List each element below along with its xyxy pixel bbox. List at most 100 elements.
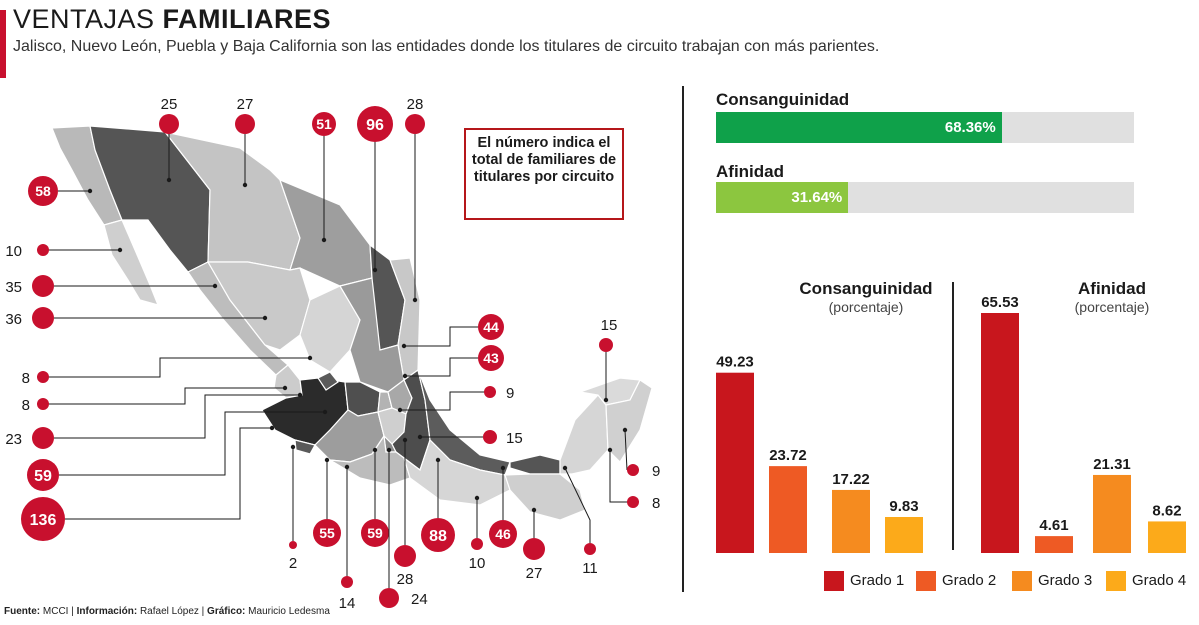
marker-leader-line [624,429,628,471]
marker-value: 15 [506,430,523,447]
marker-circle [21,497,65,541]
marker-circle [379,588,399,608]
bar-label-afinidad-grado-2: 4.61 [1039,517,1068,534]
marker-anchor-dot [242,182,248,188]
vertical-divider [682,86,684,592]
marker-anchor-dot [562,465,568,471]
title-accent-bar [0,10,6,78]
bar-label-consanguinidad-grado-3: 17.22 [832,471,870,488]
marker-value: 46 [495,526,511,542]
share-fill-consanguinidad: 68.36% [716,112,1002,143]
marker-circle [405,114,425,134]
marker-anchor-dot [401,343,407,349]
bar-label-afinidad-grado-4: 8.62 [1152,502,1181,519]
marker-leader-line [49,387,285,405]
source-credits: Fuente: MCCI | Información: Rafael López… [4,606,330,617]
marker-circle [484,386,496,398]
state-campeche [559,394,609,475]
page-subtitle: Jalisco, Nuevo León, Puebla y Baja Calif… [13,38,880,55]
marker-value: 25 [161,96,178,113]
marker-value: 27 [526,565,543,582]
marker-value: 10 [5,243,22,260]
marker-value: 55 [319,525,335,541]
marker-circle [584,543,596,555]
legend-swatch-grado-1 [824,571,844,591]
state-aguascalientes [317,371,339,391]
marker-circle [627,464,639,476]
marker-anchor-dot [290,444,296,450]
marker-value: 23 [5,431,22,448]
marker-value: 35 [5,279,22,296]
marker-value: 24 [411,591,428,608]
marker-circle [289,541,297,549]
share-fill-afinidad: 31.64% [716,182,849,213]
state-baja-california-sur [103,219,160,306]
marker-value: 27 [237,96,254,113]
marker-leader-line [609,450,627,503]
marker-circle [394,545,416,567]
marker-circle [627,496,639,508]
marker-anchor-dot [397,407,403,413]
marker-circle [421,518,455,552]
legend-label-grado-4: Grado 4 [1132,572,1187,589]
state-guerrero [329,434,411,486]
marker-circle [489,520,517,548]
marker-leader-line [405,357,478,377]
marker-value: 9 [506,385,514,402]
marker-anchor-dot [321,237,327,243]
marker-leader-line [54,394,300,439]
group-subtitle-consanguinidad: (porcentaje) [828,299,904,315]
marker-circle [32,307,54,329]
marker-leader-line [49,357,310,378]
marker-value: 8 [22,397,30,414]
bar-consanguinidad-grado-3 [832,489,870,553]
marker-anchor-dot [417,434,423,440]
marker-value: 10 [469,555,486,572]
marker-value: 58 [35,183,51,199]
bar-afinidad-grado-2 [1035,536,1073,553]
title-light: VENTAJAS [13,4,155,34]
marker-circle [523,538,545,560]
bar-consanguinidad-grado-1 [716,372,754,553]
marker-anchor-dot [344,464,350,470]
legend-label-grado-3: Grado 3 [1038,572,1093,589]
mexico-map: 25 27 51 96 28 58 10 35 36 8 8 23 59 136 2 55 14 59 28 24 88… [0,80,700,612]
marker-anchor-dot [324,457,330,463]
marker-circle [32,275,54,297]
marker-value: 14 [339,595,356,610]
marker-circle [32,427,54,449]
marker-value: 51 [316,116,332,132]
marker-anchor-dot [322,409,328,415]
legend-swatch-grado-3 [1012,571,1032,591]
marker-anchor-dot [531,507,537,513]
group-subtitle-afinidad: (porcentaje) [1074,299,1150,315]
legend-label-grado-2: Grado 2 [942,572,997,589]
source-grafico-label: Gráfico: [207,606,246,617]
marker-circle [471,538,483,550]
marker-anchor-dot [402,373,408,379]
marker-value: 28 [397,571,414,588]
bar-consanguinidad-grado-4 [885,516,923,553]
state-chiapas [504,473,586,521]
bar-afinidad-grado-1 [981,313,1019,553]
marker-anchor-dot [402,437,408,443]
marker-anchor-dot [607,447,613,453]
marker-anchor-dot [500,465,506,471]
marker-anchor-dot [117,247,123,253]
marker-value: 8 [22,370,30,387]
marker-value: 28 [407,96,424,113]
marker-anchor-dot [474,495,480,501]
marker-circle [159,114,179,134]
marker-circle [313,519,341,547]
bar-consanguinidad-grado-2 [769,466,807,553]
marker-anchor-dot [435,457,441,463]
marker-value: 8 [652,495,660,512]
bar-label-consanguinidad-grado-4: 9.83 [889,498,918,515]
marker-circle [235,114,255,134]
title-bold: FAMILIARES [162,4,332,34]
marker-value: 88 [429,528,447,545]
marker-anchor-dot [166,177,172,183]
marker-circle [37,371,49,383]
marker-anchor-dot [386,447,392,453]
